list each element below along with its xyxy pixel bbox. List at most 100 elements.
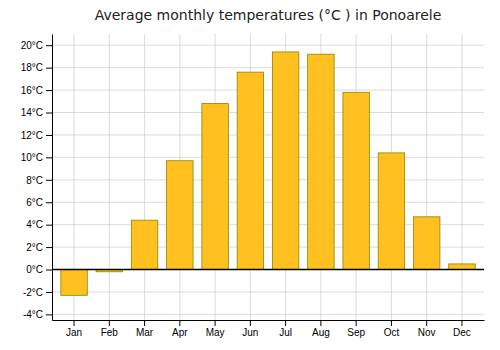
tick: 4°C <box>26 219 52 230</box>
tick-label: Jun <box>242 327 258 338</box>
tick: Mar <box>136 320 154 338</box>
tick-mark <box>46 157 52 158</box>
tick: 2°C <box>26 242 52 253</box>
grid-line <box>52 112 484 113</box>
tick-mark <box>144 320 145 326</box>
tick-label: Mar <box>136 327 154 338</box>
tick-mark <box>391 320 392 326</box>
tick-mark <box>46 292 52 293</box>
zero-line <box>52 269 484 271</box>
tick-mark <box>109 320 110 326</box>
bar <box>237 72 263 269</box>
grid-line <box>52 291 484 292</box>
tick: Dec <box>453 320 471 338</box>
chart: Average monthly temperatures (°C ) in Po… <box>0 0 500 350</box>
tick: Apr <box>172 320 188 338</box>
tick: Sep <box>347 320 365 338</box>
tick-label: 16°C <box>21 85 43 96</box>
tick-label: -2°C <box>23 287 43 298</box>
grid <box>52 34 484 320</box>
y-axis: -4°C -2°C 0°C 2°C 4°C 6°C 8°C 10°C 12°C 14°C 16°C 1… <box>21 35 53 321</box>
tick: 12°C <box>21 130 52 141</box>
tick-mark <box>46 202 52 203</box>
grid-line <box>52 314 484 315</box>
grid-line <box>52 202 484 203</box>
tick-mark <box>46 314 52 315</box>
tick-label: Dec <box>453 327 471 338</box>
x-axis: Jan Feb Mar Apr May Jun Jul Aug Sep Oct Nov Dec <box>53 320 485 338</box>
tick-mark <box>46 180 52 181</box>
tick-label: 14°C <box>21 107 43 118</box>
tick-mark <box>356 320 357 326</box>
tick: 0°C <box>26 264 52 275</box>
plot: -4°C -2°C 0°C 2°C 4°C 6°C 8°C 10°C 12°C 14°C 16°C 1… <box>21 34 485 338</box>
tick: -4°C <box>23 309 52 320</box>
tick-label: 2°C <box>26 242 43 253</box>
tick-label: 20°C <box>21 40 43 51</box>
tick-label: Jan <box>66 327 82 338</box>
tick: May <box>206 320 225 338</box>
tick: Nov <box>418 320 436 338</box>
axis-line <box>53 320 485 321</box>
tick: Oct <box>384 320 400 338</box>
grid-line <box>426 34 427 320</box>
tick-label: 12°C <box>21 130 43 141</box>
tick-mark <box>46 113 52 114</box>
bars <box>61 52 475 295</box>
tick-label: 6°C <box>26 197 43 208</box>
tick-mark <box>46 68 52 69</box>
grid-line <box>52 67 484 68</box>
tick-mark <box>74 320 75 326</box>
tick: 14°C <box>21 107 52 118</box>
tick-mark <box>46 45 52 46</box>
tick-mark <box>250 320 251 326</box>
bar <box>167 161 193 270</box>
tick-label: Sep <box>347 327 365 338</box>
grid-line <box>52 45 484 46</box>
tick-label: 8°C <box>26 175 43 186</box>
tick-label: Feb <box>101 327 119 338</box>
tick-mark <box>46 135 52 136</box>
bar <box>378 153 404 270</box>
tick: Jun <box>242 320 258 338</box>
tick-label: Oct <box>384 327 400 338</box>
tick-mark <box>426 320 427 326</box>
tick: 20°C <box>21 40 52 51</box>
bar <box>343 92 369 269</box>
bar <box>131 220 157 269</box>
tick-label: 4°C <box>26 219 43 230</box>
bar <box>272 52 298 270</box>
tick-mark <box>46 90 52 91</box>
tick-label: Aug <box>312 327 330 338</box>
tick: Jan <box>66 320 82 338</box>
tick: 6°C <box>26 197 52 208</box>
tick-label: 0°C <box>26 264 43 275</box>
tick-label: Apr <box>172 327 188 338</box>
tick-label: May <box>206 327 225 338</box>
grid-line <box>52 179 484 180</box>
tick: 8°C <box>26 175 52 186</box>
tick-label: -4°C <box>23 309 43 320</box>
tick-mark <box>285 320 286 326</box>
axis-line <box>52 35 53 321</box>
tick-label: 18°C <box>21 62 43 73</box>
tick: Aug <box>312 320 330 338</box>
tick-label: Jul <box>279 327 292 338</box>
tick-mark <box>179 320 180 326</box>
tick-label: Nov <box>418 327 436 338</box>
tick-mark <box>46 225 52 226</box>
bar <box>413 217 439 270</box>
tick-mark <box>46 247 52 248</box>
tick-mark <box>320 320 321 326</box>
tick: Feb <box>101 320 119 338</box>
tick-mark <box>46 270 52 271</box>
bar <box>61 270 87 296</box>
bar <box>449 264 475 270</box>
tick-label: 10°C <box>21 152 43 163</box>
grid-line <box>52 134 484 135</box>
tick: 16°C <box>21 85 52 96</box>
grid-line <box>109 34 110 320</box>
bar <box>202 104 228 270</box>
tick: Jul <box>279 320 292 338</box>
grid-line <box>52 157 484 158</box>
